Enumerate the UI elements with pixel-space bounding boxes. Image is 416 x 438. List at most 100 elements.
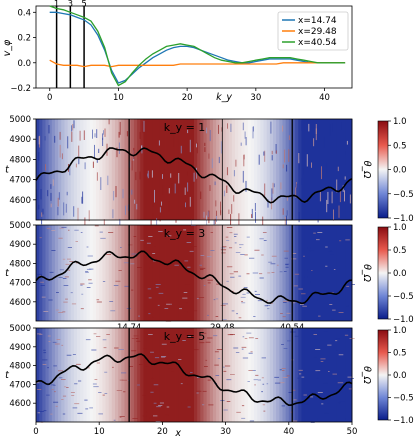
heatmap-streak xyxy=(100,237,106,239)
heatmap-streak xyxy=(263,151,265,156)
heatmap-streak xyxy=(229,273,234,275)
heatmap-column xyxy=(133,225,138,321)
heatmap-streak xyxy=(87,255,93,257)
heatmap-column xyxy=(175,225,179,321)
heatmap-streak xyxy=(300,304,304,305)
heatmap-column xyxy=(99,328,103,422)
heatmap-streak xyxy=(286,196,288,201)
heatmap-streak xyxy=(173,134,175,148)
heatmap-column xyxy=(168,328,173,422)
heatmap-streak xyxy=(295,182,297,188)
heatmap-streak xyxy=(317,232,323,233)
colorbar-tick-label: −0.5 xyxy=(393,292,414,302)
heatmap-column xyxy=(282,119,287,220)
heatmap-streak xyxy=(96,172,98,181)
heatmap-column xyxy=(257,119,261,220)
heatmap-streak xyxy=(62,278,67,279)
heatmap-streak xyxy=(62,258,66,260)
heatmap-streak xyxy=(235,252,241,253)
heatmap-column xyxy=(329,119,334,220)
heatmap-streak xyxy=(64,276,69,278)
heatmap-streak xyxy=(283,300,289,302)
heatmap-streak xyxy=(36,189,38,201)
heatmap-streak xyxy=(118,131,120,138)
heatmap-streak xyxy=(250,351,253,353)
heatmap-column xyxy=(92,119,97,220)
heatmap-streak xyxy=(121,372,127,374)
heatmap-streak xyxy=(288,392,293,393)
heatmap-column xyxy=(212,225,217,321)
heatmap-streak xyxy=(298,288,303,290)
heatmap-column xyxy=(314,328,318,422)
heatmap-column xyxy=(225,225,230,321)
heatmap-streak xyxy=(320,361,324,362)
heatmap-streak xyxy=(186,399,192,401)
heatmap-column xyxy=(187,225,192,321)
heatmap-streak xyxy=(283,302,287,303)
heatmap-streak xyxy=(196,298,199,300)
colorbar-tick-label: 0.5 xyxy=(393,141,407,151)
heatmap-streak xyxy=(119,218,121,227)
heatmap-streak xyxy=(242,336,245,338)
heatmap-streak xyxy=(127,204,129,211)
heatmap-column xyxy=(118,119,122,220)
heatmap-streak xyxy=(339,240,342,242)
heatmap-streak xyxy=(339,401,345,402)
heatmap-streak xyxy=(330,254,335,255)
heatmap-column xyxy=(149,328,154,422)
heatmap-streak xyxy=(43,311,49,312)
heatmap-streak xyxy=(282,125,284,132)
heatmap-streak xyxy=(308,123,310,132)
heatmap-column xyxy=(178,119,182,220)
heatmap-streak xyxy=(175,215,177,223)
heatmap-column xyxy=(323,328,328,422)
heatmap-streak xyxy=(301,396,307,397)
heatmap-column xyxy=(118,328,122,422)
heatmap-streak xyxy=(286,164,288,172)
y-tick-label: 0.2 xyxy=(17,34,31,44)
heatmap-streak xyxy=(158,140,160,146)
heatmap-streak xyxy=(65,263,70,265)
heatmap-column xyxy=(175,328,179,422)
heatmap-streak xyxy=(182,340,186,341)
heatmap-streak xyxy=(63,285,69,286)
heatmap-column xyxy=(317,119,321,220)
y-tick-label: 4800 xyxy=(9,155,31,165)
heatmap-streak xyxy=(227,334,234,336)
heatmap-streak xyxy=(108,232,114,233)
heatmap-streak xyxy=(285,266,289,268)
heatmap-streak xyxy=(267,272,271,274)
heatmap-streak xyxy=(147,173,149,177)
heatmap-streak xyxy=(180,383,183,385)
heatmap-streak xyxy=(42,364,47,365)
heatmap-streak xyxy=(148,297,152,299)
heatmap-column xyxy=(96,225,100,321)
heatmap-column xyxy=(143,328,147,422)
heatmap-column xyxy=(162,328,166,422)
heatmap-column xyxy=(298,225,302,321)
heatmap-streak xyxy=(333,420,338,422)
heatmap-column xyxy=(115,225,119,321)
heatmap-streak xyxy=(346,285,350,287)
heatmap-streak xyxy=(115,186,117,198)
heatmap-streak xyxy=(233,271,238,273)
heatmap-streak xyxy=(81,196,83,204)
heatmap-streak xyxy=(161,356,167,357)
heatmap-column xyxy=(159,119,163,220)
heatmap-streak xyxy=(336,291,340,293)
heatmap-streak xyxy=(136,203,138,210)
heatmap-streak xyxy=(37,412,40,414)
heatmap-streak xyxy=(222,366,225,368)
heatmap-streak xyxy=(103,219,105,229)
colorbar-tick-label: −1.0 xyxy=(393,315,414,325)
heatmap-streak xyxy=(239,247,242,248)
heatmap-column xyxy=(70,119,75,220)
heatmap-streak xyxy=(41,219,43,225)
heatmap-streak xyxy=(198,297,205,298)
heatmap-streak xyxy=(122,188,124,199)
heatmap-streak xyxy=(317,127,318,140)
heatmap-streak xyxy=(53,401,59,403)
heatmap-streak xyxy=(206,256,212,258)
heatmap-streak xyxy=(294,273,300,275)
heatmap-streak xyxy=(171,183,173,191)
